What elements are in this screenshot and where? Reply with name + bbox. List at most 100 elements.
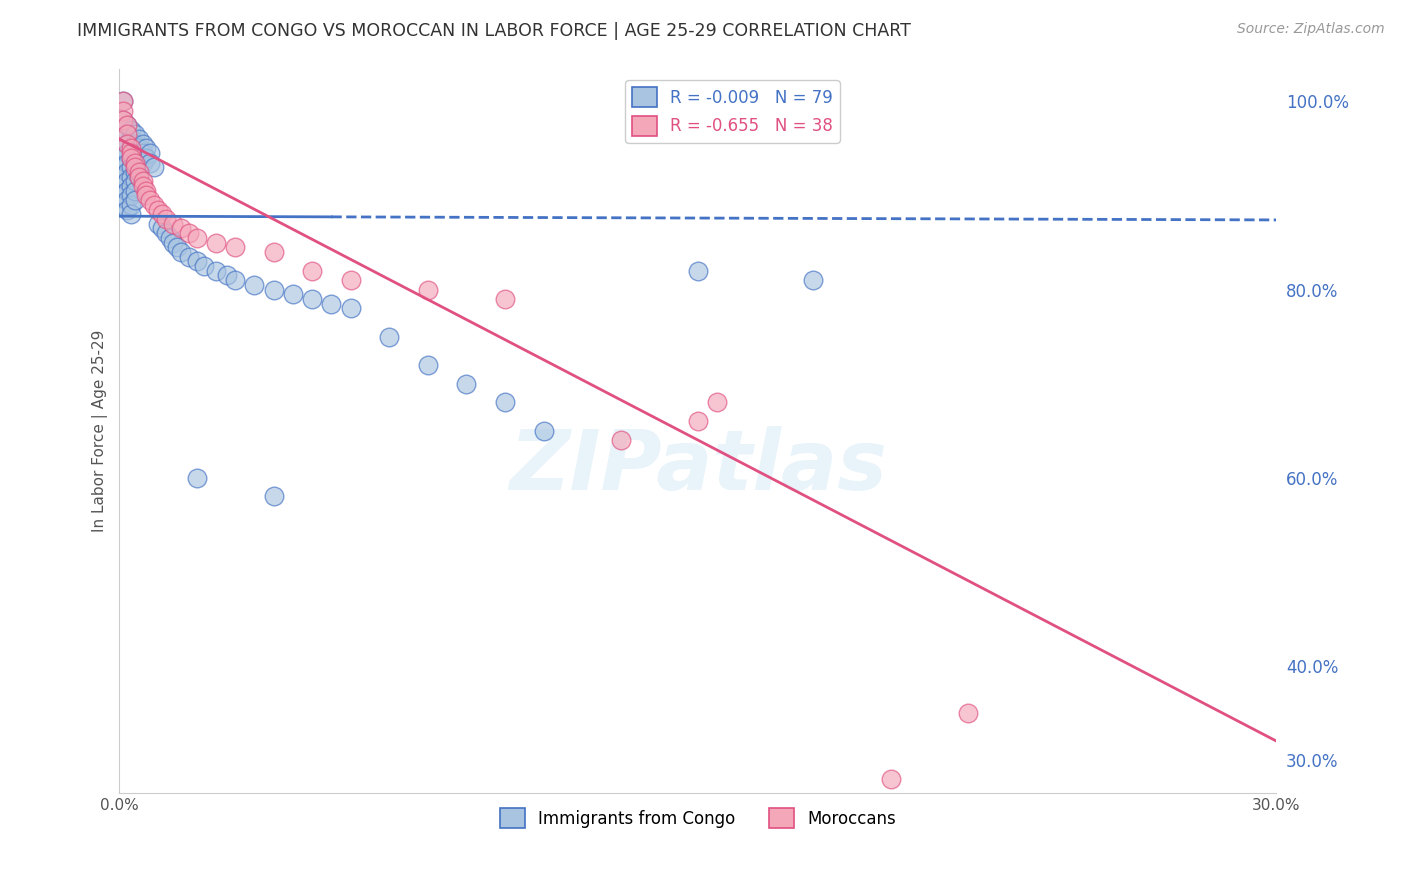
Point bbox=[301, 263, 323, 277]
Point bbox=[128, 141, 150, 155]
Point bbox=[120, 188, 142, 202]
Point bbox=[146, 202, 169, 217]
Point bbox=[146, 217, 169, 231]
Point bbox=[115, 128, 138, 142]
Text: ZIPatlas: ZIPatlas bbox=[509, 426, 887, 508]
Point bbox=[205, 235, 228, 250]
Point bbox=[120, 179, 142, 194]
Point bbox=[224, 240, 246, 254]
Point bbox=[128, 169, 150, 184]
Point bbox=[166, 240, 188, 254]
Point bbox=[609, 433, 631, 447]
Point bbox=[112, 95, 135, 109]
Point bbox=[124, 161, 146, 175]
Point bbox=[120, 169, 142, 184]
Point bbox=[686, 414, 709, 428]
Point bbox=[115, 184, 138, 198]
Point bbox=[135, 141, 157, 155]
Point bbox=[124, 155, 146, 169]
Point bbox=[956, 706, 979, 720]
Point bbox=[112, 179, 135, 194]
Point bbox=[115, 174, 138, 188]
Point bbox=[115, 165, 138, 179]
Point bbox=[124, 128, 146, 142]
Point bbox=[155, 226, 177, 240]
Point bbox=[879, 772, 901, 786]
Point bbox=[120, 198, 142, 212]
Point bbox=[112, 169, 135, 184]
Point bbox=[112, 141, 135, 155]
Point bbox=[112, 103, 135, 118]
Point bbox=[120, 141, 142, 155]
Point bbox=[321, 296, 343, 310]
Point bbox=[112, 132, 135, 146]
Point bbox=[112, 113, 135, 128]
Point bbox=[224, 273, 246, 287]
Point bbox=[115, 128, 138, 142]
Point bbox=[416, 358, 439, 372]
Point bbox=[205, 263, 228, 277]
Point bbox=[494, 395, 516, 409]
Point bbox=[243, 277, 266, 292]
Point bbox=[150, 207, 173, 221]
Point bbox=[120, 132, 142, 146]
Point bbox=[128, 132, 150, 146]
Point bbox=[339, 273, 361, 287]
Point bbox=[124, 155, 146, 169]
Point bbox=[217, 268, 239, 283]
Point bbox=[193, 259, 215, 273]
Point bbox=[135, 151, 157, 165]
Point bbox=[139, 146, 162, 161]
Point bbox=[124, 146, 146, 161]
Point bbox=[162, 235, 184, 250]
Point bbox=[177, 250, 200, 264]
Point bbox=[128, 169, 150, 184]
Point bbox=[131, 155, 153, 169]
Point bbox=[263, 490, 285, 504]
Point bbox=[120, 146, 142, 161]
Point bbox=[803, 273, 825, 287]
Point bbox=[124, 184, 146, 198]
Point bbox=[135, 184, 157, 198]
Point bbox=[186, 231, 208, 245]
Point bbox=[131, 174, 153, 188]
Point bbox=[533, 424, 555, 438]
Point bbox=[115, 118, 138, 132]
Point bbox=[124, 174, 146, 188]
Point bbox=[120, 151, 142, 165]
Point bbox=[120, 122, 142, 136]
Y-axis label: In Labor Force | Age 25-29: In Labor Force | Age 25-29 bbox=[93, 329, 108, 532]
Point bbox=[143, 198, 166, 212]
Point bbox=[150, 221, 173, 235]
Point bbox=[186, 254, 208, 268]
Point bbox=[128, 165, 150, 179]
Point bbox=[162, 217, 184, 231]
Point bbox=[159, 231, 181, 245]
Point bbox=[115, 193, 138, 207]
Point bbox=[135, 188, 157, 202]
Point bbox=[416, 283, 439, 297]
Point bbox=[124, 136, 146, 151]
Point bbox=[115, 202, 138, 217]
Point bbox=[170, 221, 193, 235]
Point bbox=[112, 198, 135, 212]
Point bbox=[706, 395, 728, 409]
Point bbox=[131, 136, 153, 151]
Point bbox=[112, 188, 135, 202]
Point bbox=[115, 136, 138, 151]
Point bbox=[128, 161, 150, 175]
Point bbox=[339, 301, 361, 316]
Point bbox=[131, 146, 153, 161]
Point bbox=[686, 263, 709, 277]
Point bbox=[139, 155, 162, 169]
Point bbox=[139, 193, 162, 207]
Point bbox=[112, 151, 135, 165]
Point bbox=[115, 146, 138, 161]
Point bbox=[115, 155, 138, 169]
Point bbox=[155, 212, 177, 227]
Point bbox=[120, 161, 142, 175]
Point bbox=[124, 165, 146, 179]
Point bbox=[112, 113, 135, 128]
Point bbox=[120, 141, 142, 155]
Point bbox=[112, 161, 135, 175]
